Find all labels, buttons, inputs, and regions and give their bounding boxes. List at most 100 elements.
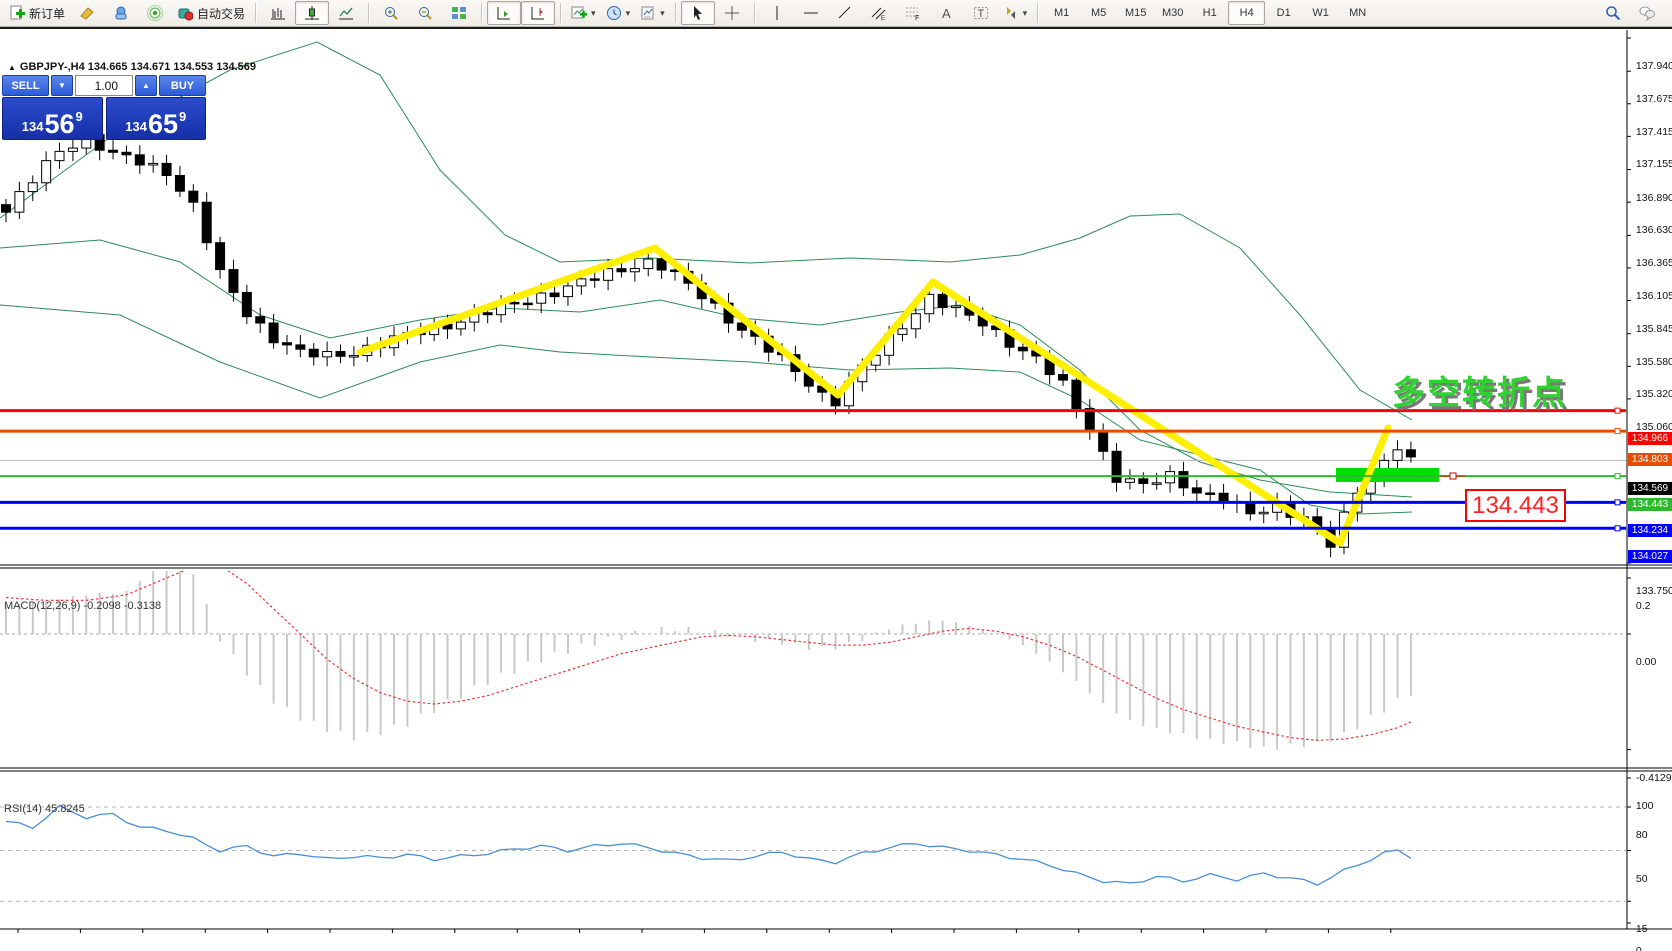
toolbar-separator: [255, 3, 257, 23]
periods-button[interactable]: ▾: [601, 1, 636, 25]
zoom-in-icon: [383, 5, 399, 21]
price-axis-tick: 137.675: [1633, 93, 1672, 106]
price-axis-tick: 135.845: [1633, 322, 1672, 335]
chart-window-top-border: [0, 27, 1672, 29]
horizontal-line-button[interactable]: [794, 1, 828, 25]
timeframe-button-h4[interactable]: H4: [1228, 1, 1266, 25]
line-chart-icon: [338, 5, 354, 21]
text-label-icon: T: [973, 5, 989, 21]
price-axis-tick: 136.105: [1633, 289, 1672, 302]
fibonacci-button[interactable]: F: [896, 1, 930, 25]
chart-line-button[interactable]: [329, 1, 363, 25]
price-line-label: 134.027: [1628, 549, 1672, 563]
arrows-button[interactable]: ▾: [998, 1, 1033, 25]
toolbar-separator: [674, 3, 676, 23]
crosshair-button[interactable]: [715, 1, 749, 25]
svg-text:T: T: [977, 8, 984, 20]
template-icon: [640, 5, 656, 21]
signals-icon: [147, 5, 164, 21]
text-label-button[interactable]: T: [964, 1, 998, 25]
community-button[interactable]: [104, 1, 138, 25]
macd-axis-tick: -0.4129: [1633, 771, 1672, 784]
auto-trading-icon: [177, 5, 194, 21]
signals-button[interactable]: [138, 1, 172, 25]
svg-text:F: F: [915, 15, 919, 21]
dropdown-arrow: ▾: [1022, 7, 1028, 18]
community-icon: [113, 5, 129, 21]
timeframe-button-m1[interactable]: M1: [1054, 7, 1070, 19]
auto-trading-button[interactable]: 自动交易: [172, 1, 250, 25]
timeframe-button-m30[interactable]: M30: [1161, 7, 1184, 19]
profile-icon: [79, 5, 95, 21]
sell-price-box[interactable]: 134 56 9: [2, 97, 103, 140]
crosshair-icon: [724, 5, 740, 21]
chat-icon: [1639, 5, 1655, 22]
macd-axis-tick: 0.2: [1633, 600, 1651, 612]
price-annotation-box[interactable]: 134.443: [1465, 489, 1566, 522]
price-line-label: 134.443: [1628, 497, 1672, 511]
price-axis-tick: 136.365: [1633, 257, 1672, 270]
volume-decrease-button[interactable]: ▼: [51, 75, 73, 96]
cursor-button[interactable]: [680, 1, 715, 25]
vertical-line-button[interactable]: [760, 1, 794, 25]
price-axis-tick: 136.890: [1633, 191, 1672, 204]
zoom-out-button[interactable]: [408, 1, 442, 25]
trendline-button[interactable]: [828, 1, 862, 25]
price-axis-tick: 137.155: [1633, 158, 1672, 171]
tile-windows-button[interactable]: [442, 1, 476, 25]
price-line-label: 134.569: [1628, 481, 1672, 495]
volume-increase-button[interactable]: ▲: [135, 75, 157, 96]
timeframe-button-h1[interactable]: H1: [1202, 7, 1217, 19]
toolbar-separator: [481, 3, 483, 23]
one-click-trading-panel: SELL ▼ 1.00 ▲ BUY 134 56 9 134 65 9: [2, 75, 206, 140]
buy-price-box[interactable]: 134 65 9: [105, 97, 206, 140]
toolbar: 新订单 自动交易: [0, 0, 1672, 27]
rsi-axis-tick: 50: [1633, 872, 1648, 885]
rsi-axis-tick: 100: [1633, 800, 1654, 812]
vertical-line-icon: [769, 5, 785, 21]
zoom-in-button[interactable]: [374, 1, 408, 25]
timeframe-button-w1[interactable]: W1: [1312, 7, 1329, 19]
macd-indicator-label: MACD(12,26,9) -0.2098 -0.3138: [4, 600, 162, 612]
fibonacci-icon: F: [905, 5, 921, 22]
dropdown-arrow: ▾: [660, 7, 665, 18]
chart-bars-button[interactable]: [261, 1, 295, 25]
collapse-arrow-icon[interactable]: ▲: [8, 63, 16, 72]
rsi-axis-tick: 15: [1633, 923, 1648, 936]
toolbar-separator: [753, 3, 755, 23]
timeframe-button-mn[interactable]: MN: [1349, 7, 1367, 19]
search-button[interactable]: [1596, 1, 1630, 25]
text-icon: A: [939, 5, 955, 21]
new-order-button[interactable]: 新订单: [4, 1, 70, 25]
chart-candles-button[interactable]: [295, 1, 330, 25]
search-icon: [1605, 5, 1621, 21]
equidistant-channel-button[interactable]: E: [862, 1, 896, 25]
buy-button[interactable]: BUY: [159, 75, 206, 96]
auto-scroll-button[interactable]: [487, 1, 522, 25]
price-axis-tick: 137.940: [1633, 60, 1672, 72]
timeframe-button-d1[interactable]: D1: [1276, 7, 1291, 19]
auto-scroll-icon: [496, 5, 512, 21]
sell-button[interactable]: SELL: [2, 75, 49, 96]
chart-shift-button[interactable]: [521, 1, 556, 25]
chat-button[interactable]: [1630, 1, 1664, 25]
timeframe-button-m15[interactable]: M15: [1124, 7, 1147, 19]
chart-shift-icon: [530, 5, 546, 21]
new-order-icon: [9, 5, 25, 21]
dropdown-arrow: ▾: [591, 7, 596, 18]
volume-input[interactable]: 1.00: [75, 75, 133, 96]
indicators-button[interactable]: ▾: [566, 1, 601, 25]
timeframe-button-m5[interactable]: M5: [1091, 7, 1107, 19]
price-axis-tick: 133.750: [1633, 585, 1672, 597]
profile-button[interactable]: [70, 1, 104, 25]
templates-button[interactable]: ▾: [635, 1, 670, 25]
chart-window: ▲ GBPJPY-,H4 134.665 134.671 134.553 134.…: [0, 28, 1672, 951]
rsi-axis-tick: 80: [1633, 829, 1648, 841]
indicators-icon: [571, 5, 588, 21]
turning-point-annotation[interactable]: 多空转折点: [1392, 374, 1567, 411]
price-axis-tick: 135.580: [1633, 355, 1672, 368]
text-button[interactable]: A: [930, 1, 964, 25]
svg-text:A: A: [942, 6, 951, 21]
channel-icon: E: [871, 5, 887, 22]
